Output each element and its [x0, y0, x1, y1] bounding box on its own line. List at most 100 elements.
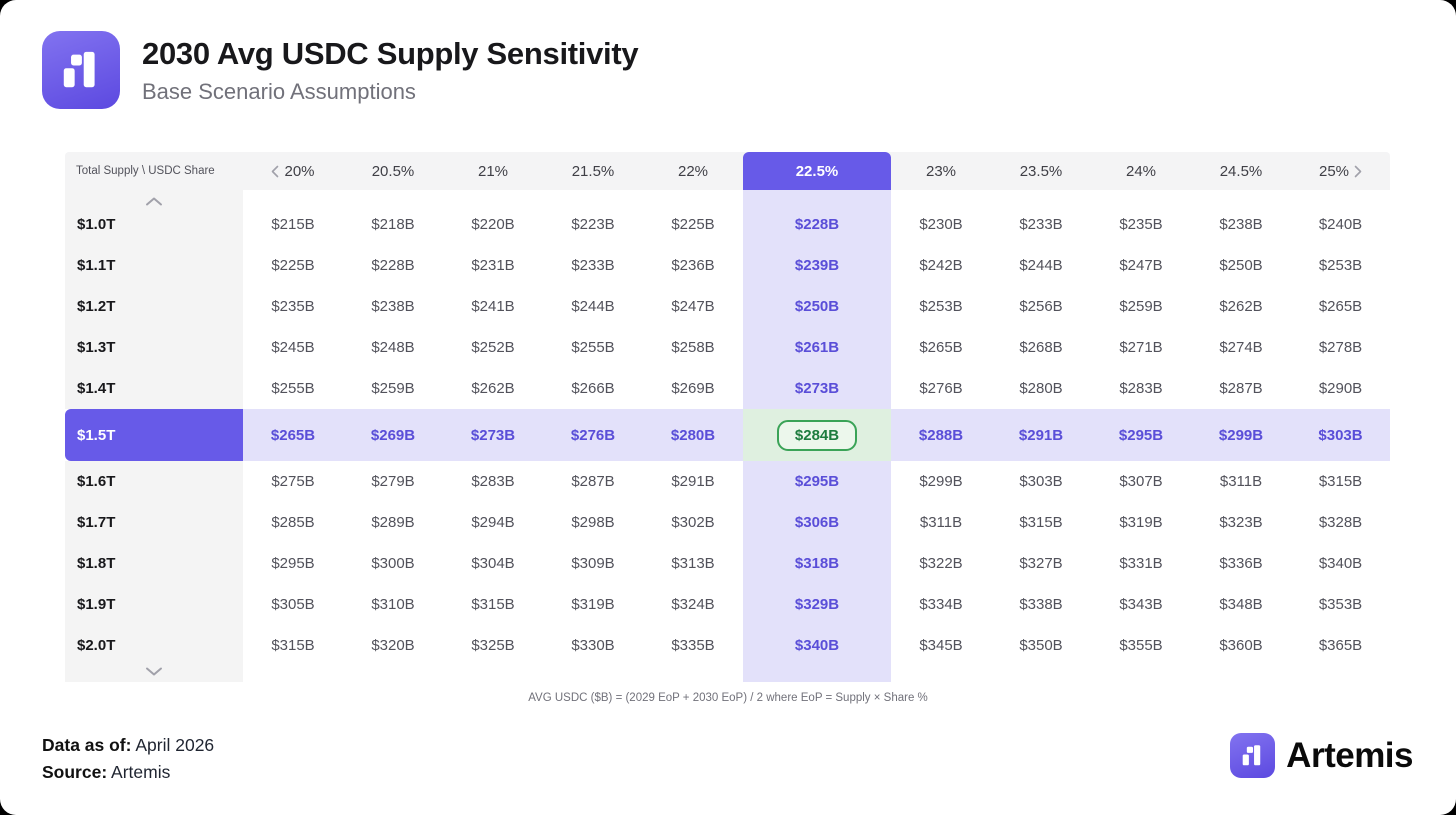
- table-cell[interactable]: $289B: [371, 514, 415, 531]
- table-cell[interactable]: $259B: [1119, 298, 1163, 315]
- table-cell[interactable]: $258B: [671, 339, 715, 356]
- row-label[interactable]: $1.5T: [65, 409, 243, 461]
- selected-cell[interactable]: $284B: [743, 409, 891, 461]
- table-cell[interactable]: $228B: [371, 257, 415, 274]
- table-cell[interactable]: $291B: [671, 473, 715, 490]
- table-cell[interactable]: $273B: [743, 368, 891, 409]
- table-cell[interactable]: $320B: [371, 637, 415, 654]
- table-cell[interactable]: $323B: [1219, 514, 1263, 531]
- table-cell[interactable]: $278B: [1318, 339, 1363, 356]
- column-header[interactable]: 23%: [891, 152, 991, 190]
- table-cell[interactable]: $287B: [1219, 380, 1263, 397]
- table-cell[interactable]: $315B: [471, 596, 515, 613]
- table-cell[interactable]: $311B: [919, 514, 963, 531]
- table-cell[interactable]: $334B: [919, 596, 963, 613]
- column-header[interactable]: 21%: [443, 152, 543, 190]
- table-cell[interactable]: $247B: [671, 298, 715, 315]
- table-cell[interactable]: $283B: [1119, 380, 1163, 397]
- table-cell[interactable]: $255B: [271, 380, 315, 397]
- table-cell[interactable]: $276B: [543, 409, 643, 461]
- table-cell[interactable]: $242B: [919, 257, 963, 274]
- row-label[interactable]: $1.2T: [65, 286, 243, 327]
- table-cell[interactable]: $265B: [919, 339, 963, 356]
- table-cell[interactable]: $318B: [743, 543, 891, 584]
- table-cell[interactable]: $233B: [1019, 216, 1063, 233]
- table-cell[interactable]: $256B: [1019, 298, 1063, 315]
- column-header[interactable]: 22.5%: [743, 152, 891, 190]
- chevron-down-icon[interactable]: [143, 667, 165, 676]
- table-cell[interactable]: $350B: [1019, 637, 1063, 654]
- table-cell[interactable]: $324B: [671, 596, 715, 613]
- column-header[interactable]: 24%: [1091, 152, 1191, 190]
- table-cell[interactable]: $319B: [571, 596, 615, 613]
- table-cell[interactable]: $338B: [1019, 596, 1063, 613]
- table-cell[interactable]: $220B: [471, 216, 515, 233]
- table-cell[interactable]: $231B: [471, 257, 515, 274]
- column-header[interactable]: 24.5%: [1191, 152, 1291, 190]
- table-cell[interactable]: $330B: [571, 637, 615, 654]
- table-cell[interactable]: $315B: [1019, 514, 1063, 531]
- table-cell[interactable]: $265B: [1318, 298, 1363, 315]
- table-cell[interactable]: $271B: [1119, 339, 1163, 356]
- column-header[interactable]: 22%: [643, 152, 743, 190]
- column-header[interactable]: 25%: [1291, 152, 1390, 190]
- table-cell[interactable]: $275B: [271, 473, 315, 490]
- table-cell[interactable]: $250B: [1219, 257, 1263, 274]
- table-cell[interactable]: $247B: [1119, 257, 1163, 274]
- table-cell[interactable]: $259B: [371, 380, 415, 397]
- table-cell[interactable]: $315B: [1318, 473, 1363, 490]
- table-cell[interactable]: $262B: [471, 380, 515, 397]
- table-cell[interactable]: $300B: [371, 555, 415, 572]
- table-cell[interactable]: $245B: [271, 339, 315, 356]
- table-cell[interactable]: $287B: [571, 473, 615, 490]
- table-cell[interactable]: $307B: [1119, 473, 1163, 490]
- table-cell[interactable]: $335B: [671, 637, 715, 654]
- column-header[interactable]: 20%: [243, 152, 343, 190]
- table-cell[interactable]: $340B: [743, 625, 891, 666]
- table-cell[interactable]: $295B: [743, 461, 891, 502]
- table-cell[interactable]: $299B: [1191, 409, 1291, 461]
- table-cell[interactable]: $253B: [919, 298, 963, 315]
- table-cell[interactable]: $225B: [671, 216, 715, 233]
- table-cell[interactable]: $353B: [1318, 596, 1363, 613]
- table-cell[interactable]: $303B: [1019, 473, 1063, 490]
- table-cell[interactable]: $252B: [471, 339, 515, 356]
- table-cell[interactable]: $235B: [271, 298, 315, 315]
- row-label[interactable]: $1.8T: [65, 543, 243, 584]
- row-label[interactable]: $1.1T: [65, 245, 243, 286]
- table-cell[interactable]: $248B: [371, 339, 415, 356]
- table-cell[interactable]: $240B: [1318, 216, 1363, 233]
- table-cell[interactable]: $295B: [1091, 409, 1191, 461]
- table-cell[interactable]: $235B: [1119, 216, 1163, 233]
- table-cell[interactable]: $285B: [271, 514, 315, 531]
- table-cell[interactable]: $343B: [1119, 596, 1163, 613]
- table-cell[interactable]: $355B: [1119, 637, 1163, 654]
- table-cell[interactable]: $295B: [271, 555, 315, 572]
- table-cell[interactable]: $269B: [343, 409, 443, 461]
- table-cell[interactable]: $269B: [671, 380, 715, 397]
- table-cell[interactable]: $276B: [919, 380, 963, 397]
- table-cell[interactable]: $218B: [371, 216, 415, 233]
- table-cell[interactable]: $273B: [443, 409, 543, 461]
- table-cell[interactable]: $325B: [471, 637, 515, 654]
- table-cell[interactable]: $236B: [671, 257, 715, 274]
- table-cell[interactable]: $315B: [271, 637, 315, 654]
- table-cell[interactable]: $331B: [1119, 555, 1163, 572]
- row-label[interactable]: $1.4T: [65, 368, 243, 409]
- table-cell[interactable]: $233B: [571, 257, 615, 274]
- table-cell[interactable]: $265B: [243, 409, 343, 461]
- table-cell[interactable]: $298B: [571, 514, 615, 531]
- table-cell[interactable]: $322B: [919, 555, 963, 572]
- table-cell[interactable]: $313B: [671, 555, 715, 572]
- chevron-right-icon[interactable]: [1354, 165, 1362, 178]
- table-cell[interactable]: $360B: [1219, 637, 1263, 654]
- chevron-up-icon[interactable]: [143, 197, 165, 206]
- table-cell[interactable]: $250B: [743, 286, 891, 327]
- table-cell[interactable]: $280B: [643, 409, 743, 461]
- table-cell[interactable]: $336B: [1219, 555, 1263, 572]
- table-cell[interactable]: $348B: [1219, 596, 1263, 613]
- row-label[interactable]: $1.6T: [65, 461, 243, 502]
- table-cell[interactable]: $327B: [1019, 555, 1063, 572]
- table-cell[interactable]: $304B: [471, 555, 515, 572]
- table-cell[interactable]: $266B: [571, 380, 615, 397]
